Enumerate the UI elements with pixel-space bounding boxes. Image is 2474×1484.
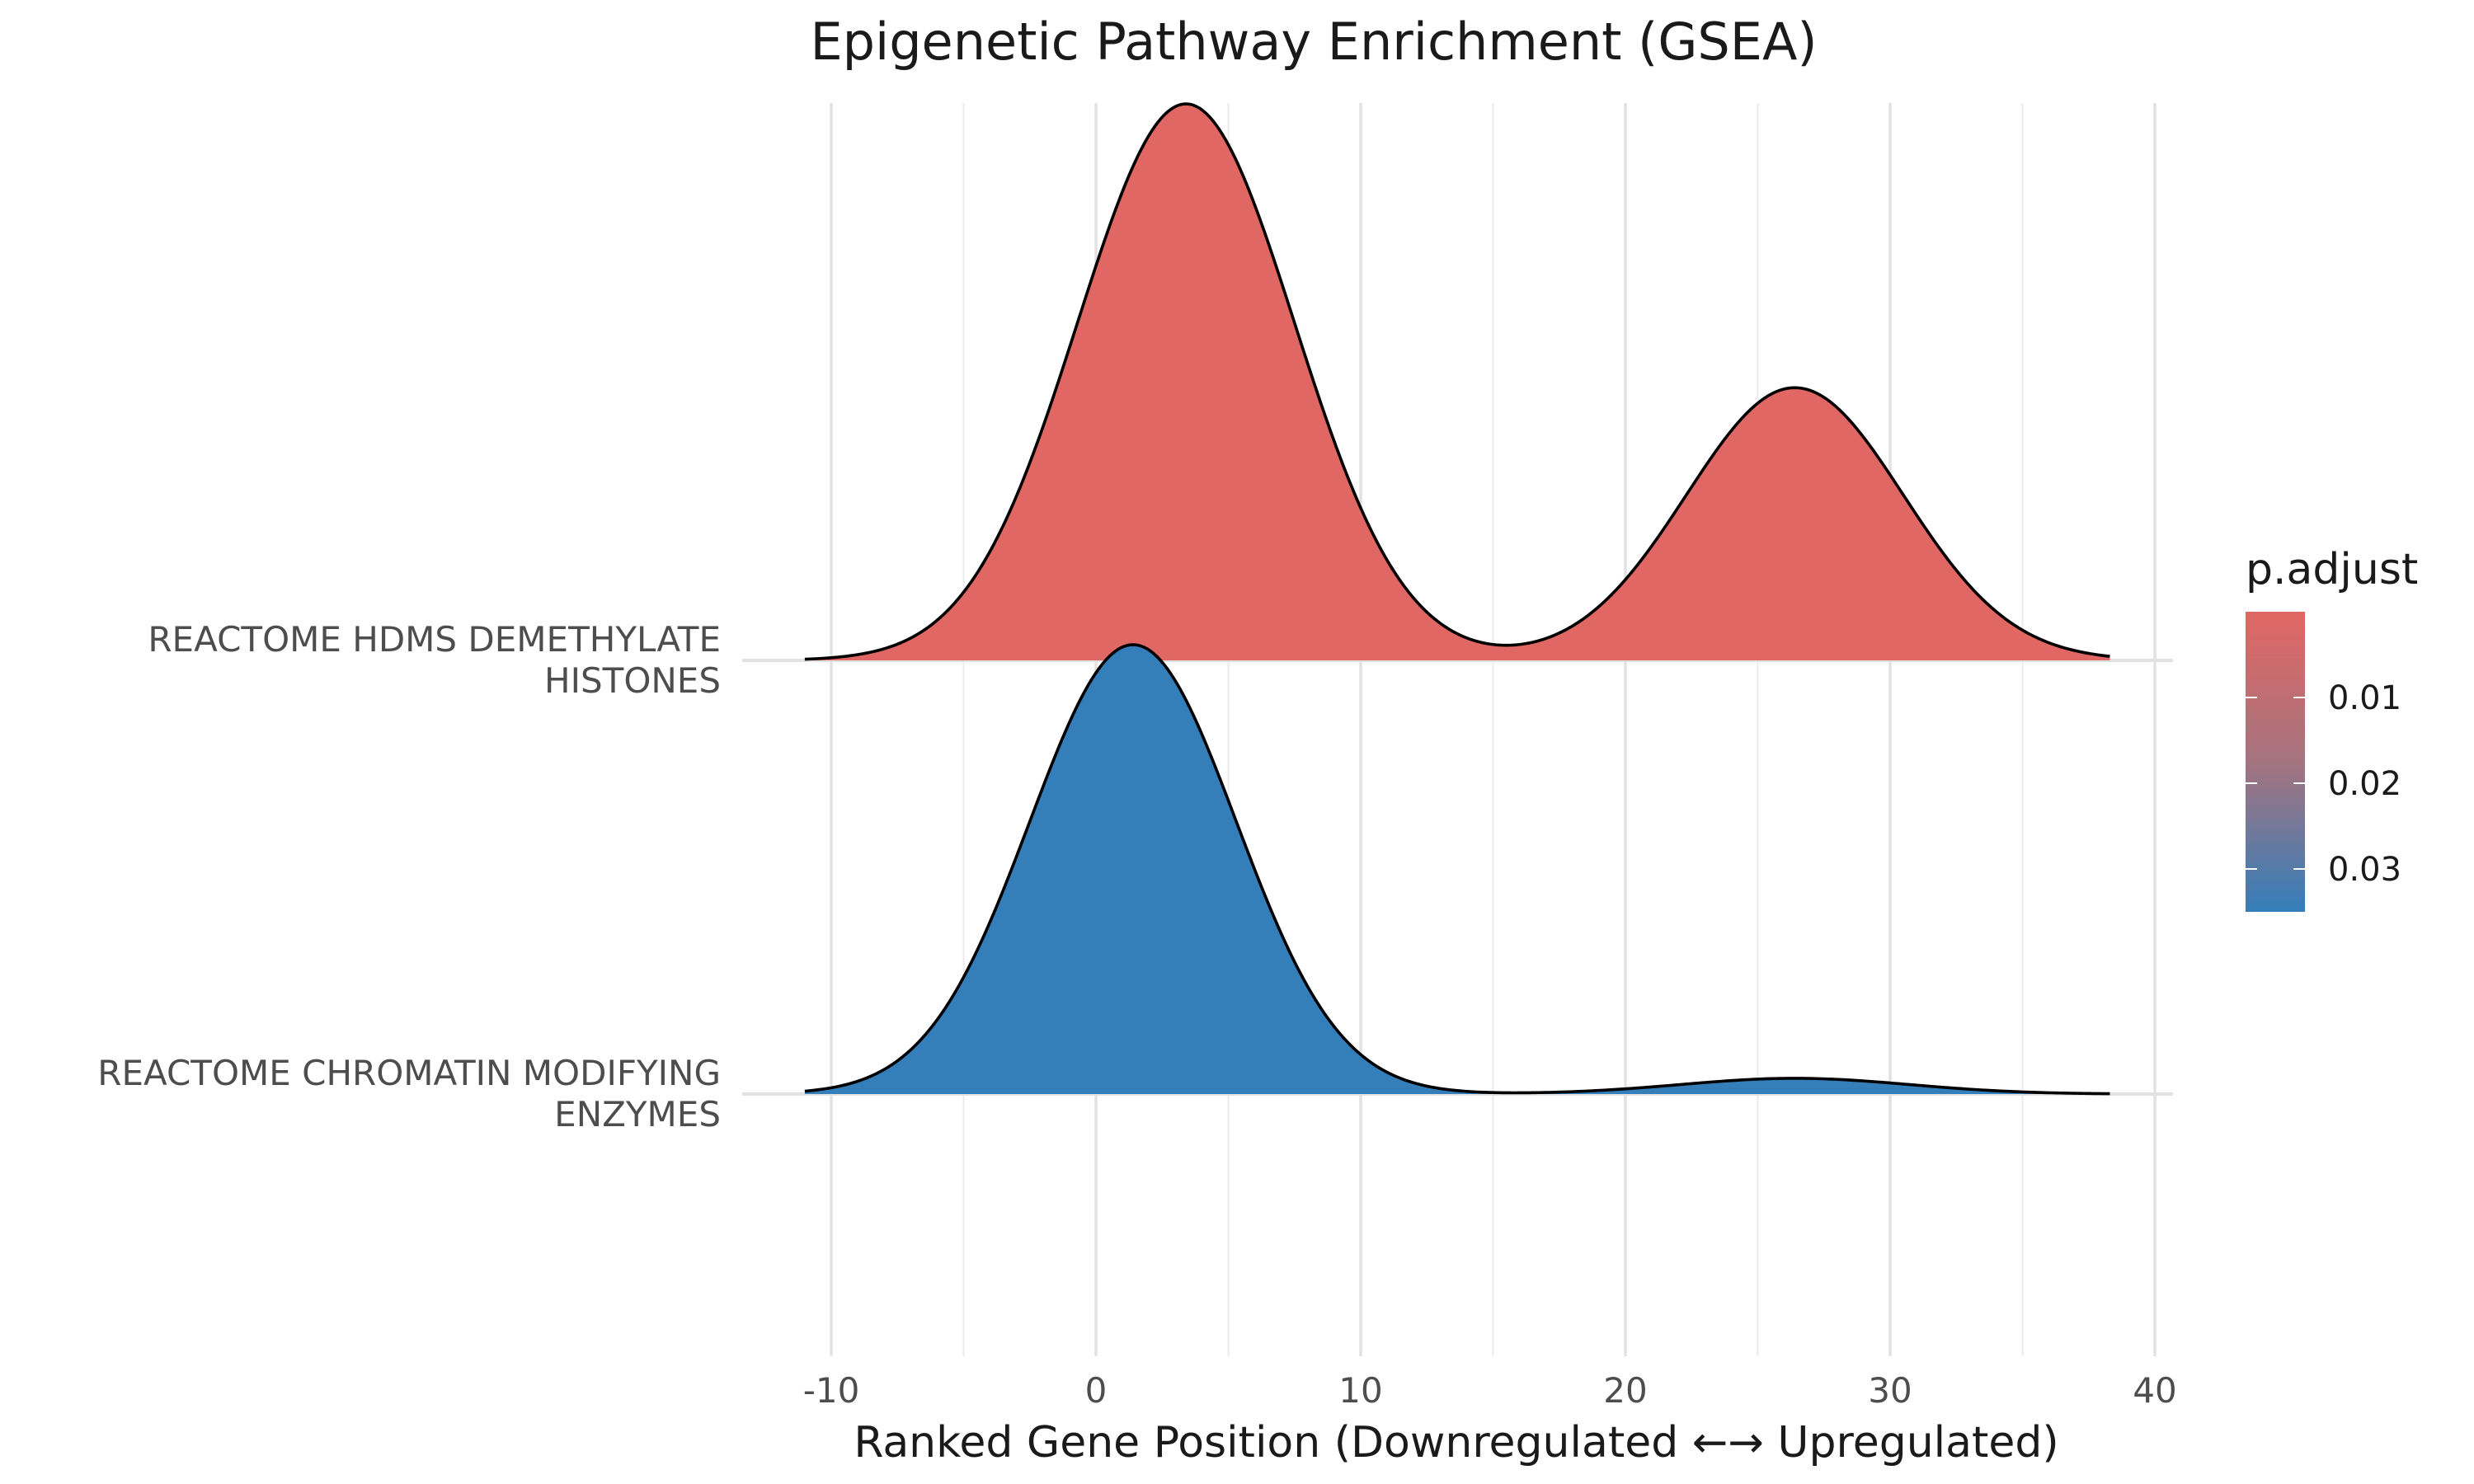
ridge-fill-0 [804, 104, 2110, 660]
legend-tick-label: 0.01 [2328, 679, 2401, 717]
ridge-outline-0 [804, 102, 2110, 661]
y-tick-label: REACTOME HDMS DEMETHYLATE HISTONES [148, 619, 721, 701]
ridge-fill-1 [804, 645, 2110, 1094]
x-ticks: -10 0 10 20 30 40 [803, 1370, 2177, 1411]
chart-title: Epigenetic Pathway Enrichment (GSEA) [810, 12, 1817, 72]
x-axis-title: Ranked Gene Position (Downregulated ←→ U… [854, 1418, 2058, 1468]
ridge-outline-1 [804, 643, 2110, 1096]
x-tick-label: 10 [1338, 1370, 1382, 1411]
y-labels: REACTOME HDMS DEMETHYLATE HISTONES REACTOM… [97, 619, 721, 1134]
legend-colorbar [2246, 612, 2305, 912]
legend-tick-label: 0.03 [2328, 851, 2401, 889]
legend-ticks: 0.01 0.02 0.03 [2246, 679, 2401, 889]
y-tick-label: REACTOME CHROMATIN MODIFYING ENZYMES [97, 1053, 721, 1134]
x-tick-label: -10 [803, 1370, 860, 1411]
legend-tick-label: 0.02 [2328, 765, 2401, 803]
grid-layer [742, 103, 2173, 1356]
x-tick-label: 40 [2133, 1370, 2176, 1411]
x-tick-label: 30 [1868, 1370, 1912, 1411]
x-tick-label: 0 [1085, 1370, 1108, 1411]
legend: p.adjust 0.01 0.02 0.03 [2246, 545, 2418, 912]
ridge-layer [804, 102, 2110, 1096]
legend-title: p.adjust [2246, 545, 2418, 594]
x-tick-label: 20 [1603, 1370, 1647, 1411]
